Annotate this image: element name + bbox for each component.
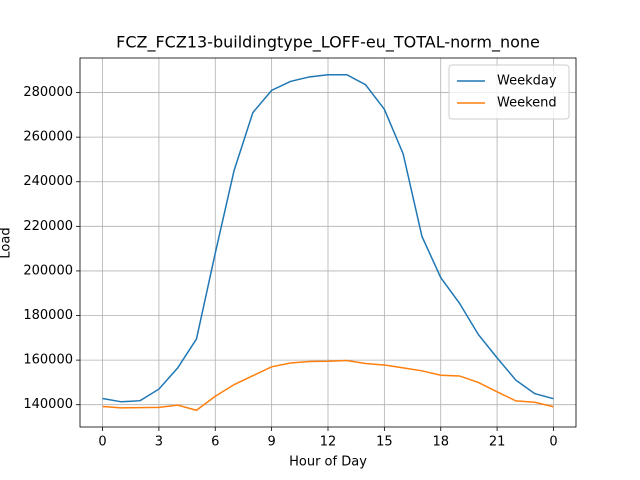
x-tick-label: 18 xyxy=(432,435,449,450)
legend-label: Weekend xyxy=(497,96,557,111)
x-tick-label: 9 xyxy=(267,435,275,450)
y-tick-label: 140000 xyxy=(23,397,73,412)
x-tick-label: 15 xyxy=(376,435,393,450)
y-tick-label: 240000 xyxy=(23,174,73,189)
y-tick-label: 180000 xyxy=(23,308,73,323)
x-tick-label: 0 xyxy=(98,435,106,450)
x-tick-label: 21 xyxy=(489,435,506,450)
x-tick-label: 3 xyxy=(155,435,163,450)
chart-title: FCZ_FCZ13-buildingtype_LOFF-eu_TOTAL-nor… xyxy=(116,33,540,53)
y-tick-label: 260000 xyxy=(23,130,73,145)
y-tick-label: 160000 xyxy=(23,353,73,368)
y-tick-label: 200000 xyxy=(23,263,73,278)
y-axis-label: Load xyxy=(0,227,14,258)
x-axis-label: Hour of Day xyxy=(289,455,367,470)
line-series xyxy=(102,359,554,412)
x-tick-label: 6 xyxy=(211,435,219,450)
x-tick-label: 12 xyxy=(320,435,337,450)
x-tick-label: 0 xyxy=(549,435,557,450)
plot-frame xyxy=(79,57,577,428)
legend-label: Weekday xyxy=(497,74,557,89)
y-tick-label: 220000 xyxy=(23,219,73,234)
y-tick-label: 280000 xyxy=(23,85,73,100)
legend-box xyxy=(448,64,570,120)
line-series xyxy=(102,73,554,403)
